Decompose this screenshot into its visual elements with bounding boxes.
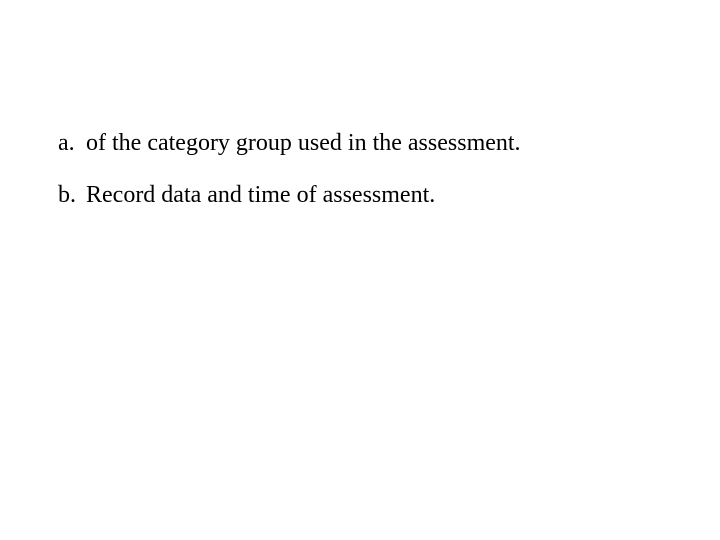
list-item-marker: a. (58, 128, 80, 158)
list-item-text: Record data and time of assessment. (86, 180, 435, 210)
list-item: a. of the category group used in the ass… (58, 128, 521, 158)
document-page: a. of the category group used in the ass… (0, 0, 720, 540)
ordered-list: a. of the category group used in the ass… (58, 128, 521, 232)
list-item-marker: b. (58, 180, 80, 210)
list-item-text: of the category group used in the assess… (86, 128, 521, 158)
list-item: b. Record data and time of assessment. (58, 180, 521, 210)
